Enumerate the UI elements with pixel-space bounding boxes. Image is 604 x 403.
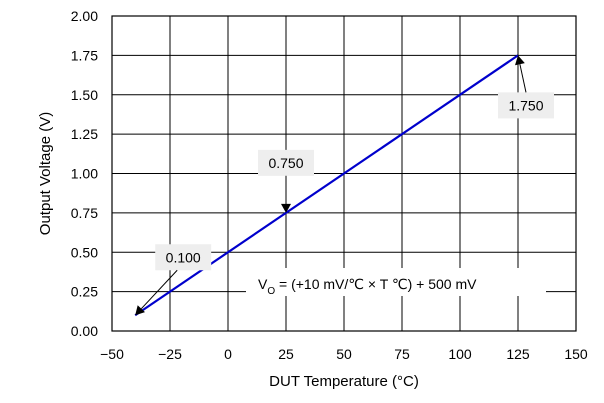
formula-background bbox=[246, 268, 546, 296]
y-axis-title: Output Voltage (V) bbox=[37, 112, 54, 235]
y-tick-label: 0.25 bbox=[71, 284, 98, 300]
plot-frame bbox=[111, 15, 577, 332]
y-tick-label: 1.25 bbox=[71, 126, 98, 142]
y-tick-label: 1.75 bbox=[71, 47, 98, 63]
tick-labels: −50 −25 0 25 50 75 100 125 150 0.00 0.25 0.50 0.75 1.… bbox=[71, 8, 588, 362]
annotation-box bbox=[498, 92, 554, 119]
annotations: 0.100 0.750 1.750 bbox=[135, 55, 554, 316]
annotation-label: 0.750 bbox=[268, 155, 303, 171]
x-tick-label: 150 bbox=[564, 346, 588, 362]
y-tick-label: 0.00 bbox=[71, 323, 98, 339]
annotation-label: 0.100 bbox=[166, 249, 201, 265]
x-tick-label: 0 bbox=[224, 346, 232, 362]
annotation-arrowhead bbox=[281, 203, 291, 213]
formula-rest: = (+10 mV/℃ × T ℃) + 500 mV bbox=[275, 276, 477, 292]
annotation-arrow-shaft bbox=[519, 64, 527, 93]
x-tick-label: 100 bbox=[448, 346, 472, 362]
x-axis-title: DUT Temperature (°C) bbox=[269, 373, 419, 390]
x-tick-label: 75 bbox=[394, 346, 410, 362]
formula-text: VO = (+10 mV/℃ × T ℃) + 500 mV bbox=[258, 276, 477, 297]
y-tick-label: 2.00 bbox=[71, 8, 98, 24]
formula-prefix: V bbox=[258, 276, 268, 292]
x-tick-label: 125 bbox=[506, 346, 530, 362]
x-tick-label: −25 bbox=[158, 346, 182, 362]
series bbox=[134, 54, 519, 317]
y-tick-label: 1.50 bbox=[71, 87, 98, 103]
x-tick-label: −50 bbox=[100, 346, 124, 362]
annotation-arrowhead bbox=[135, 305, 145, 316]
formula-callout: VO = (+10 mV/℃ × T ℃) + 500 mV bbox=[246, 268, 546, 297]
y-tick-label: 0.50 bbox=[71, 244, 98, 260]
y-tick-label: 0.75 bbox=[71, 205, 98, 221]
annotation-box bbox=[155, 244, 212, 271]
x-tick-label: 25 bbox=[278, 346, 294, 362]
annotation-arrowhead bbox=[515, 55, 525, 66]
annotation-box bbox=[258, 149, 314, 176]
x-tick-label: 50 bbox=[336, 346, 352, 362]
series-line bbox=[134, 54, 519, 317]
y-tick-label: 1.00 bbox=[71, 166, 98, 182]
annotation-label: 1.750 bbox=[508, 97, 543, 113]
annotation-arrow-shaft bbox=[140, 269, 178, 310]
formula-subscript: O bbox=[267, 286, 275, 297]
